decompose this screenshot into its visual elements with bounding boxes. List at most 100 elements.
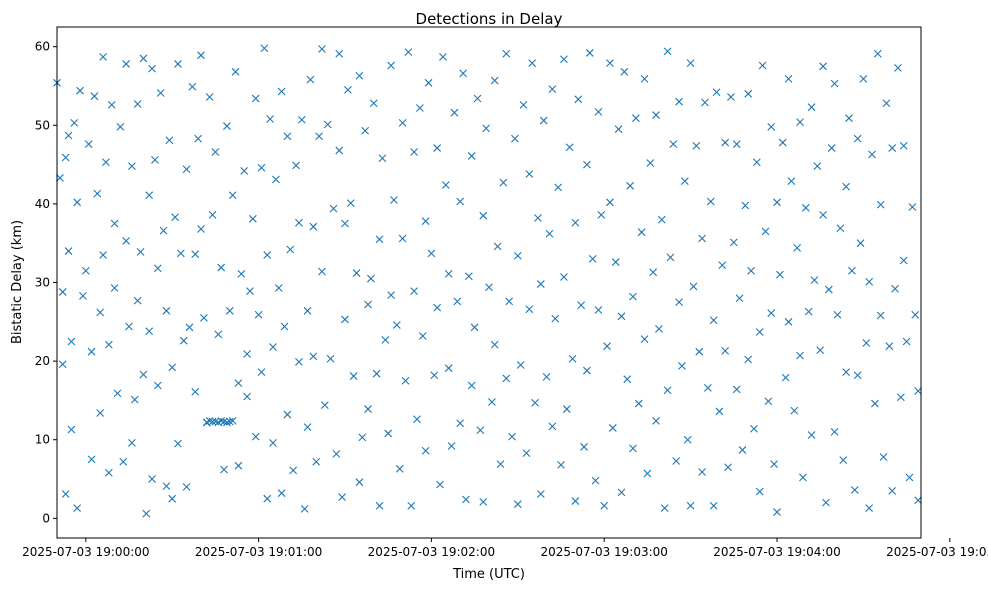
data-point — [96, 409, 105, 417]
data-point — [251, 432, 260, 441]
data-point — [369, 99, 378, 108]
data-point — [692, 141, 701, 150]
data-point — [646, 159, 655, 167]
data-point — [251, 94, 260, 103]
data-point — [153, 381, 162, 390]
data-point — [367, 274, 375, 283]
data-point — [96, 308, 105, 317]
data-point — [223, 418, 231, 427]
data-point — [513, 500, 522, 509]
data-point — [430, 371, 439, 380]
y-tick-label: 50 — [35, 118, 50, 132]
data-point — [784, 317, 793, 326]
data-point — [450, 108, 459, 117]
data-point — [464, 272, 473, 281]
data-point — [597, 211, 606, 219]
data-point — [629, 292, 637, 301]
y-tick-label: 40 — [35, 197, 50, 211]
data-point — [168, 363, 177, 372]
data-point — [217, 263, 226, 272]
data-point — [87, 347, 96, 356]
data-point — [125, 322, 133, 331]
data-point — [197, 225, 205, 233]
data-point — [773, 508, 781, 516]
data-point — [741, 201, 750, 210]
data-point — [744, 355, 753, 364]
data-point — [332, 449, 341, 458]
data-point — [594, 108, 603, 116]
data-point — [375, 501, 384, 510]
data-point — [839, 456, 848, 465]
data-point — [816, 346, 825, 354]
data-point — [87, 455, 96, 464]
data-point — [76, 86, 84, 95]
data-point — [318, 45, 326, 53]
data-point — [297, 115, 306, 124]
y-tick-label: 10 — [35, 433, 50, 447]
data-point — [286, 245, 295, 254]
data-point — [715, 407, 724, 416]
data-point — [104, 468, 113, 477]
data-point — [652, 111, 660, 119]
data-point — [876, 311, 885, 320]
data-point — [485, 283, 493, 292]
data-point — [225, 306, 234, 315]
data-point — [853, 371, 862, 380]
data-point — [223, 122, 231, 130]
data-point — [747, 266, 755, 275]
data-point — [300, 505, 309, 513]
data-point — [343, 86, 352, 94]
data-point — [104, 340, 113, 349]
data-point — [243, 392, 251, 401]
data-point — [888, 144, 897, 152]
data-point — [842, 182, 851, 191]
data-point — [750, 424, 758, 433]
data-point — [136, 247, 145, 256]
data-point — [433, 303, 442, 312]
data-point — [606, 59, 614, 68]
data-point — [306, 75, 315, 84]
data-point — [683, 435, 692, 444]
data-point — [303, 423, 312, 432]
data-point — [531, 398, 539, 407]
data-point — [542, 372, 551, 381]
data-point — [859, 74, 868, 83]
data-point — [70, 119, 79, 127]
data-point — [879, 453, 888, 461]
data-point — [364, 405, 372, 413]
data-point — [341, 219, 349, 228]
data-point — [588, 255, 597, 263]
data-point — [456, 197, 465, 206]
data-point — [594, 306, 603, 314]
data-point — [162, 306, 171, 315]
data-point — [801, 203, 810, 212]
data-point — [539, 116, 548, 125]
data-point — [174, 439, 182, 448]
data-point — [102, 158, 110, 167]
data-point — [836, 224, 845, 233]
data-point — [338, 493, 347, 502]
data-point — [145, 191, 154, 200]
data-point — [182, 165, 191, 174]
data-point — [295, 358, 303, 366]
data-point — [99, 251, 107, 259]
data-point — [620, 67, 629, 76]
data-point — [505, 297, 514, 306]
data-point — [191, 387, 200, 396]
data-point — [758, 61, 767, 70]
data-point — [274, 284, 283, 292]
data-point — [911, 310, 920, 319]
data-point — [775, 270, 784, 279]
data-point — [392, 321, 401, 329]
data-point — [908, 203, 917, 211]
data-point — [263, 251, 272, 259]
data-point — [580, 442, 588, 451]
data-point — [93, 189, 102, 198]
data-point — [151, 155, 159, 164]
data-point — [424, 78, 433, 87]
data-point — [882, 99, 891, 108]
data-point — [269, 343, 277, 351]
data-point — [130, 395, 139, 404]
data-point — [326, 354, 335, 363]
data-point — [522, 449, 531, 457]
